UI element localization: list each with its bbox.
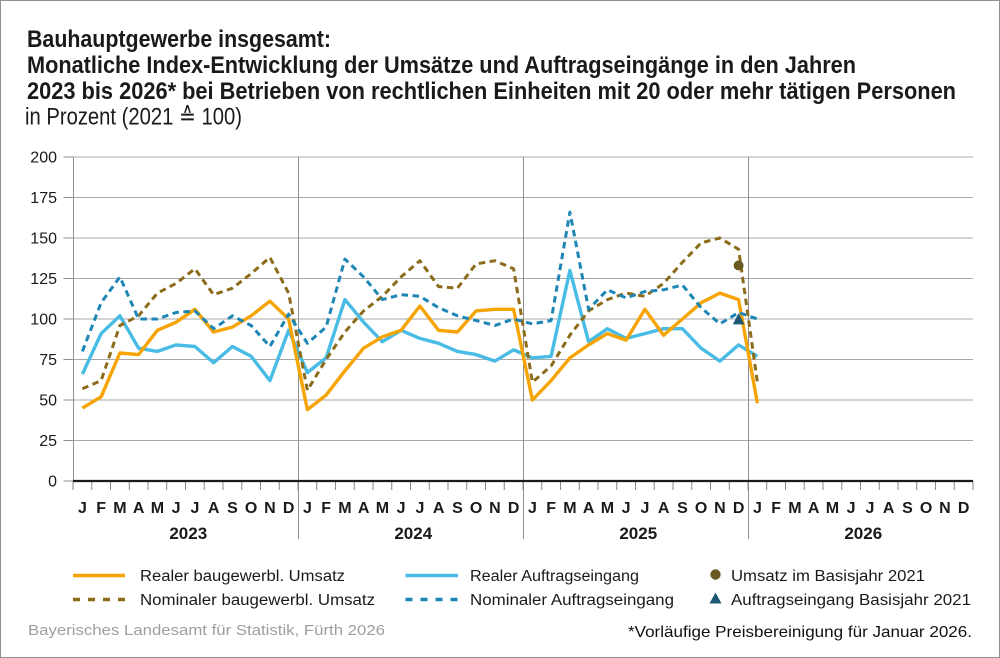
svg-text:Realer baugewerbl. Umsatz: Realer baugewerbl. Umsatz [140,568,345,585]
svg-text:A: A [133,500,145,517]
svg-text:in Prozent (2021 ≙ 100): in Prozent (2021 ≙ 100) [25,103,242,130]
svg-text:75: 75 [39,352,57,369]
svg-text:*Vorläufige Preisbereinigung f: *Vorläufige Preisbereinigung für Januar … [628,624,972,641]
svg-text:J: J [397,500,406,517]
svg-text:Umsatz im Basisjahr 2021: Umsatz im Basisjahr 2021 [731,568,925,585]
svg-text:Nominaler Auftragseingang: Nominaler Auftragseingang [470,592,674,609]
svg-text:S: S [677,500,688,517]
svg-text:A: A [583,500,595,517]
svg-text:O: O [695,500,707,517]
svg-text:J: J [847,500,856,517]
svg-text:J: J [865,500,874,517]
svg-text:150: 150 [30,231,57,248]
svg-text:S: S [902,500,913,517]
svg-text:200: 200 [30,150,57,167]
svg-text:J: J [622,500,631,517]
svg-text:M: M [826,500,839,517]
svg-text:D: D [733,500,745,517]
svg-text:2023 bis 2026* bei Betrieben v: 2023 bis 2026* bei Betrieben von rechtli… [27,78,956,105]
svg-text:125: 125 [30,271,57,288]
svg-text:A: A [358,500,370,517]
svg-text:2024: 2024 [394,524,432,543]
svg-text:M: M [338,500,351,517]
svg-text:S: S [452,500,463,517]
svg-text:N: N [489,500,501,517]
svg-text:M: M [563,500,576,517]
svg-text:O: O [920,500,932,517]
svg-text:D: D [958,500,970,517]
svg-text:D: D [283,500,295,517]
svg-text:Bayerisches Landesamt für Stat: Bayerisches Landesamt für Statistik, Für… [28,623,385,639]
svg-text:N: N [714,500,726,517]
svg-text:J: J [528,500,537,517]
svg-text:A: A [658,500,670,517]
svg-text:M: M [788,500,801,517]
svg-text:N: N [264,500,276,517]
svg-text:2025: 2025 [619,524,657,543]
svg-text:F: F [546,500,556,517]
svg-text:0: 0 [48,474,57,491]
svg-text:O: O [245,500,257,517]
svg-text:M: M [601,500,614,517]
svg-text:M: M [376,500,389,517]
svg-text:A: A [808,500,820,517]
svg-text:M: M [113,500,126,517]
svg-text:J: J [78,500,87,517]
svg-text:F: F [96,500,106,517]
svg-text:J: J [640,500,649,517]
svg-text:Bauhauptgewerbe insgesamt:: Bauhauptgewerbe insgesamt: [27,26,331,53]
svg-text:O: O [470,500,482,517]
svg-text:Monatliche Index-Entwicklung d: Monatliche Index-Entwicklung der Umsätze… [27,52,856,79]
svg-text:100: 100 [30,312,57,329]
svg-text:J: J [753,500,762,517]
svg-text:2026: 2026 [844,524,882,543]
svg-text:F: F [321,500,331,517]
svg-text:Nominaler baugewerbl. Umsatz: Nominaler baugewerbl. Umsatz [140,592,375,609]
svg-text:J: J [303,500,312,517]
svg-text:2023: 2023 [169,524,207,543]
svg-text:A: A [883,500,895,517]
svg-text:F: F [771,500,781,517]
svg-text:50: 50 [39,393,57,410]
svg-text:J: J [415,500,424,517]
svg-text:N: N [939,500,951,517]
svg-text:A: A [208,500,220,517]
svg-text:25: 25 [39,433,57,450]
svg-text:175: 175 [30,190,57,207]
svg-text:D: D [508,500,520,517]
svg-text:J: J [190,500,199,517]
svg-text:J: J [172,500,181,517]
svg-text:Realer Auftragseingang: Realer Auftragseingang [470,568,639,585]
svg-text:M: M [151,500,164,517]
svg-text:A: A [433,500,445,517]
svg-text:S: S [227,500,238,517]
svg-text:Auftragseingang Basisjahr 2021: Auftragseingang Basisjahr 2021 [731,592,971,609]
